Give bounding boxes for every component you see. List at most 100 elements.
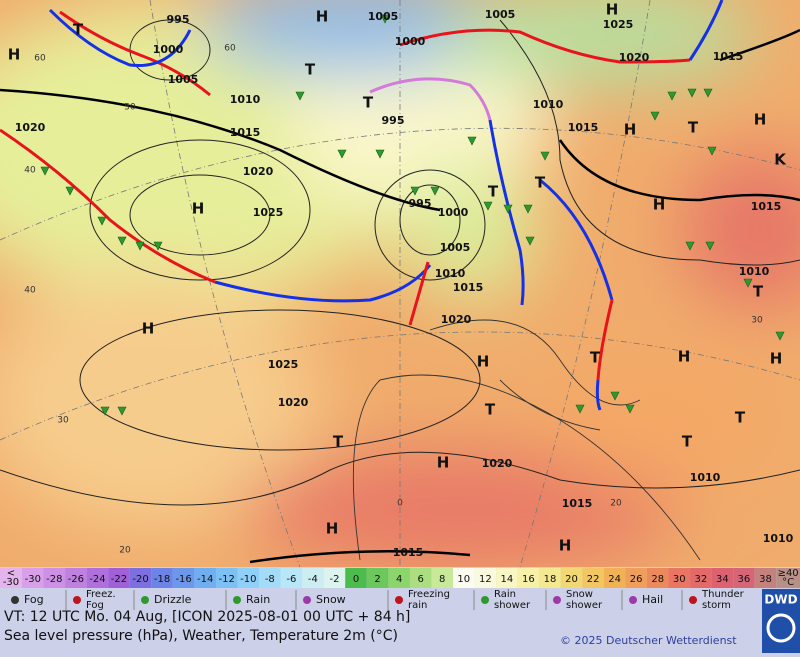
- isobar-label: 1015: [230, 126, 261, 139]
- pressure-center: T: [363, 94, 374, 112]
- colorbar-cell: [431, 568, 453, 588]
- isobar-label: 1020: [482, 457, 513, 470]
- pressure-center: H: [770, 350, 783, 368]
- isotherm-label: 30: [751, 316, 763, 326]
- colorbar-label: 30: [673, 574, 686, 585]
- weather-symbol: [97, 216, 107, 226]
- colorbar-cell: [259, 568, 281, 588]
- weather-symbol: [375, 149, 385, 159]
- pressure-center: H: [606, 1, 619, 19]
- colorbar-cell: [86, 568, 109, 588]
- colorbar-cell: [754, 568, 777, 588]
- colorbar-cell: [646, 568, 669, 588]
- isobar-label: 1005: [440, 241, 471, 254]
- pressure-center: H: [678, 348, 691, 366]
- weather-symbol: [295, 91, 305, 101]
- colorbar-label: -28: [46, 574, 62, 585]
- colorbar-cell: [172, 568, 195, 588]
- colorbar-label: 26: [630, 574, 643, 585]
- colorbar-label: -14: [197, 574, 213, 585]
- weather-symbol: [337, 149, 347, 159]
- colorbar-cell: [539, 568, 561, 588]
- valid-time: VT: 12 UTC Mo. 04 Aug, [ICON 2025-08-01 …: [4, 609, 410, 625]
- colorbar-cell: [560, 568, 583, 588]
- colorbar-label: ≥40: [778, 568, 799, 579]
- isobar-label: 1020: [278, 396, 309, 409]
- colorbar-label: 22: [587, 574, 600, 585]
- colorbar-label: 34: [716, 574, 729, 585]
- weather-symbol: [40, 166, 50, 176]
- isobar-label: 1020: [441, 313, 472, 326]
- colorbar-cell: [409, 568, 432, 588]
- colorbar-label: -22: [111, 574, 127, 585]
- pressure-center: H: [559, 537, 572, 555]
- pressure-center: T: [73, 21, 84, 39]
- isobar-label: 1025: [253, 206, 284, 219]
- weather-symbol: [703, 88, 713, 98]
- pressure-center: T: [682, 433, 693, 451]
- legend-label: shower: [566, 600, 603, 611]
- legend-label: rain: [408, 600, 427, 611]
- legend-label: shower: [494, 600, 531, 611]
- pressure-center: H: [477, 353, 490, 371]
- legend-symbol: [629, 596, 637, 604]
- legend-label: Hail: [642, 593, 663, 606]
- colorbar-cell: [603, 568, 626, 588]
- colorbar-cell: [0, 568, 22, 588]
- colorbar-label: 4: [396, 574, 402, 585]
- colorbar-label: 20: [565, 574, 578, 585]
- pressure-center: H: [316, 8, 329, 26]
- logo-text: DWD: [764, 593, 797, 607]
- colorbar-cell: [711, 568, 734, 588]
- pressure-center: H: [8, 46, 21, 64]
- pressure-center: T: [735, 409, 746, 427]
- isobar-label: 1010: [230, 93, 261, 106]
- pressure-center: T: [488, 183, 499, 201]
- isobar-label: 1005: [368, 10, 399, 23]
- isobar-label: 1000: [395, 35, 426, 48]
- legend-label: storm: [702, 600, 731, 611]
- isobar-label: 1010: [690, 471, 721, 484]
- pressure-center: H: [624, 121, 637, 139]
- map: 9951000100510101015102010251020100510009…: [0, 0, 800, 567]
- colorbar-cell: [453, 568, 475, 588]
- weather-legend: Fog Freez.Fog Drizzle Rain Snow FreezingrainR…: [11, 589, 745, 611]
- colorbar-label: 8: [439, 574, 445, 585]
- colorbar-label: 2: [374, 574, 380, 585]
- weather-symbol: [153, 241, 163, 251]
- colorbar-cell: [237, 568, 260, 588]
- isotherm-label: 20: [119, 546, 131, 556]
- legend-label: Freez.: [86, 589, 116, 600]
- colorbar-label: 38: [759, 574, 772, 585]
- weather-symbol: [430, 186, 440, 196]
- legend-label: Freezing: [408, 589, 450, 600]
- isobar-label: 1020: [15, 121, 46, 134]
- colorbar-cell: [733, 568, 755, 588]
- colorbar-cell: [302, 568, 324, 588]
- logo-swirl: [766, 613, 796, 643]
- weather-symbol: [667, 91, 677, 101]
- weather-symbol: [687, 88, 697, 98]
- isotherm-label: 60: [224, 44, 236, 54]
- colorbar-cell: [582, 568, 604, 588]
- weather-symbol: [117, 406, 127, 416]
- legend-symbol: [233, 596, 241, 604]
- weather-symbol: [775, 331, 785, 341]
- legend-symbol: [689, 596, 697, 604]
- legend-symbol: [73, 596, 81, 604]
- legend-symbol: [395, 596, 403, 604]
- isobar-label: 1015: [713, 50, 744, 63]
- colorbar-cell: [668, 568, 691, 588]
- colorbar-cell: [65, 568, 87, 588]
- colorbar-label: -24: [89, 574, 105, 585]
- pressure-center: H: [326, 520, 339, 538]
- weather-symbol: [743, 278, 753, 288]
- description: Sea level pressure (hPa), Weather, Tempe…: [4, 628, 398, 644]
- colorbar-label: °C: [782, 577, 794, 588]
- colorbar-label: -6: [286, 574, 296, 585]
- legend-label: Snow: [316, 593, 346, 606]
- weather-symbol: [575, 404, 585, 414]
- colorbar-label: 18: [544, 574, 557, 585]
- colorbar-label: 36: [738, 574, 751, 585]
- pressure-center: H: [754, 111, 767, 129]
